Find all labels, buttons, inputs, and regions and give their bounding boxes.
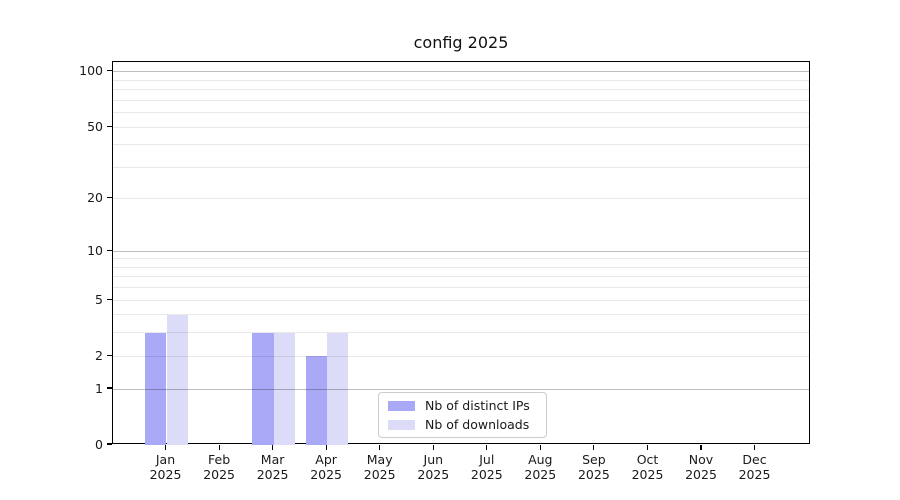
x-tick-label: Nov 2025 <box>669 452 733 482</box>
y-tick-mark <box>107 125 112 127</box>
y-tick-label: 20 <box>87 190 103 206</box>
x-tick-mark <box>700 445 702 450</box>
bar-nb-of-downloads <box>273 332 295 445</box>
bar-nb-of-downloads <box>327 332 349 445</box>
x-tick-label: Jul 2025 <box>455 452 519 482</box>
x-tick-month: May <box>366 452 393 467</box>
x-tick-month: Oct <box>636 452 659 467</box>
legend-label-distinct-ips: Nb of distinct IPs <box>425 398 530 413</box>
x-tick-mark <box>432 445 434 450</box>
x-tick-year: 2025 <box>631 467 664 482</box>
x-tick-year: 2025 <box>524 467 557 482</box>
x-tick-label: Apr 2025 <box>294 452 358 482</box>
y-tick-mark <box>107 443 112 445</box>
x-tick-label: Dec 2025 <box>723 452 787 482</box>
y-tick-mark <box>107 70 112 72</box>
legend-swatch-distinct-ips <box>388 400 415 411</box>
x-tick-month: Nov <box>688 452 714 467</box>
x-tick-month: Dec <box>742 452 767 467</box>
x-tick-month: Aug <box>528 452 553 467</box>
y-tick-label: 100 <box>79 63 103 79</box>
y-tick-mark <box>107 387 112 389</box>
x-tick-mark <box>753 445 756 450</box>
y-tick-mark <box>107 298 112 300</box>
x-tick-label: Mar 2025 <box>241 452 305 482</box>
x-tick-label: Sep 2025 <box>562 452 626 482</box>
x-tick-label: Aug 2025 <box>508 452 572 482</box>
x-tick-mark <box>164 445 167 450</box>
x-tick-mark <box>272 445 274 450</box>
x-tick-label: May 2025 <box>348 452 412 482</box>
x-tick-year: 2025 <box>149 467 182 482</box>
x-tick-mark <box>325 445 327 450</box>
y-tick-label: 2 <box>95 347 103 363</box>
x-tick-mark <box>486 445 488 450</box>
bar-nb-of-distinct-ips <box>252 332 274 445</box>
x-tick-mark <box>646 445 649 450</box>
plot-area: Nb of distinct IPs Nb of downloads <box>112 61 810 445</box>
x-tick-month: Apr <box>315 452 337 467</box>
x-tick-year: 2025 <box>203 467 235 482</box>
legend-item-distinct-ips: Nb of distinct IPs <box>379 396 546 415</box>
x-tick-year: 2025 <box>685 467 717 482</box>
x-tick-mark <box>593 445 595 450</box>
x-tick-month: Jul <box>479 452 495 467</box>
x-tick-label: Jun 2025 <box>401 452 465 482</box>
x-tick-year: 2025 <box>577 467 610 482</box>
y-tick-label: 1 <box>95 380 103 396</box>
x-tick-year: 2025 <box>470 467 503 482</box>
x-tick-month: Jun <box>423 452 444 467</box>
bar-nb-of-distinct-ips <box>145 332 167 445</box>
x-tick-month: Mar <box>260 452 285 467</box>
legend-label-downloads: Nb of downloads <box>425 417 530 432</box>
x-tick-year: 2025 <box>738 467 771 482</box>
bars-layer <box>113 62 809 445</box>
y-tick-mark <box>107 354 112 356</box>
y-tick-mark <box>107 197 112 199</box>
legend-item-downloads: Nb of downloads <box>379 415 546 434</box>
y-tick-label: 5 <box>95 291 103 307</box>
legend: Nb of distinct IPs Nb of downloads <box>378 392 547 438</box>
chart-title: config 2025 <box>413 33 509 52</box>
x-tick-year: 2025 <box>363 467 396 482</box>
x-tick-year: 2025 <box>256 467 289 482</box>
x-tick-year: 2025 <box>310 467 342 482</box>
y-tick-label: 50 <box>87 118 103 134</box>
x-tick-mark <box>379 445 381 450</box>
y-tick-label: 0 <box>95 436 103 452</box>
x-tick-mark <box>218 445 220 450</box>
x-tick-year: 2025 <box>417 467 450 482</box>
x-tick-label: Feb 2025 <box>187 452 251 482</box>
x-tick-mark <box>539 445 541 450</box>
x-tick-label: Jan 2025 <box>134 452 198 482</box>
y-tick-label: 10 <box>87 242 103 258</box>
bar-nb-of-distinct-ips <box>305 356 328 445</box>
x-tick-month: Jan <box>155 452 176 467</box>
legend-swatch-downloads <box>388 419 415 430</box>
y-tick-mark <box>107 249 112 251</box>
bar-nb-of-downloads <box>166 314 188 445</box>
x-tick-month: Feb <box>208 452 231 467</box>
x-tick-label: Oct 2025 <box>616 452 680 482</box>
x-tick-month: Sep <box>582 452 606 467</box>
